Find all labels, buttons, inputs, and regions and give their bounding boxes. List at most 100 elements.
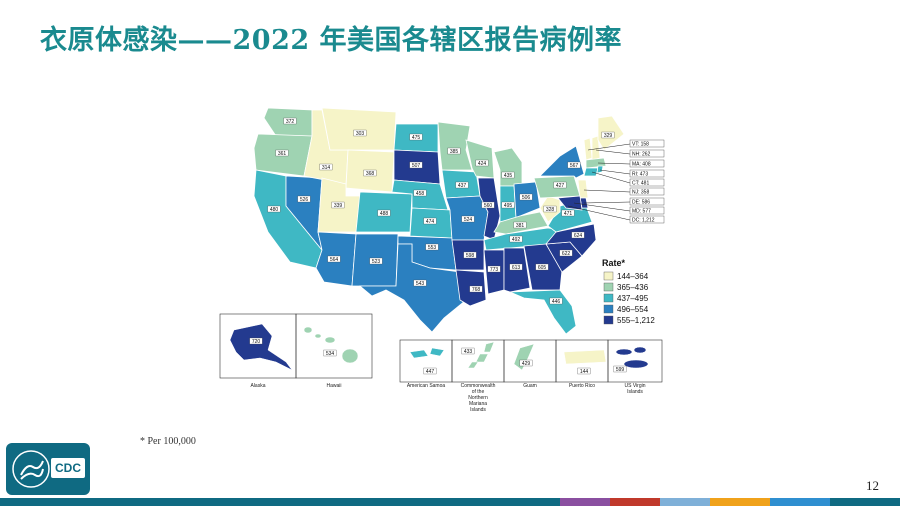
- callout-box-nh: [629, 149, 665, 158]
- state-value-ky: 381: [516, 223, 525, 229]
- inset-value-box-hawaii: [323, 349, 337, 357]
- state-label-box-il: [481, 201, 495, 209]
- state-mn: [437, 121, 473, 171]
- legend-label: 555–1,212: [617, 316, 655, 325]
- state-value-al: 613: [512, 265, 521, 271]
- footer-color-bar: [0, 498, 900, 506]
- hhs-seal-icon: [12, 450, 50, 488]
- inset-hawaii-box: [295, 313, 373, 379]
- state-md: [557, 195, 583, 211]
- state-label-box-ks: [423, 217, 437, 225]
- state-value-ut: 339: [334, 203, 343, 209]
- state-value-or: 361: [278, 151, 287, 157]
- state-label-box-mi: [501, 171, 515, 179]
- state-value-nm: 523: [372, 259, 381, 265]
- state-value-tn: 492: [512, 237, 521, 243]
- callout-line-de: [583, 201, 631, 204]
- state-nj: [577, 179, 589, 199]
- state-value-nc: 624: [574, 233, 583, 239]
- state-value-ny: 567: [570, 163, 579, 169]
- callout-vt: VT: 158: [632, 142, 649, 148]
- callout-nj: NJ: 358: [632, 190, 649, 196]
- state-value-oh: 506: [522, 195, 531, 201]
- state-value-ks: 474: [426, 219, 435, 225]
- state-label-box-az: [327, 255, 341, 263]
- callout-line-md: [573, 202, 631, 212]
- puerto-rico-shape: [563, 349, 607, 365]
- inset-value-box-puerto-rico: [577, 367, 591, 375]
- inset-american-samoa-box: [399, 339, 453, 383]
- legend-swatch: [603, 304, 614, 314]
- state-value-mi: 435: [504, 173, 513, 179]
- callout-line-dc: [567, 205, 631, 221]
- state-wi: [465, 139, 495, 179]
- callout-box-dc: [629, 215, 665, 224]
- callout-line-ma: [597, 162, 631, 165]
- inset-value-alaska: 720: [252, 339, 261, 345]
- state-value-ga: 605: [538, 265, 547, 271]
- inset-value-american-samoa: 447: [426, 369, 435, 375]
- state-label-box-ut: [331, 201, 345, 209]
- state-label-box-nc: [571, 231, 585, 239]
- state-value-mo: 524: [464, 217, 473, 223]
- state-label-box-fl: [549, 297, 563, 305]
- state-label-box-nm: [369, 257, 383, 265]
- inset-name-american-samoa: American Samoa: [407, 383, 446, 389]
- state-label-box-la: [469, 285, 483, 293]
- state-label-box-tn: [509, 235, 523, 243]
- callout-line-nj: [583, 189, 631, 193]
- state-value-pa: 427: [556, 183, 565, 189]
- callout-ri: RI: 473: [632, 172, 648, 178]
- state-label-box-ne: [413, 189, 427, 197]
- cdc-wordmark: CDC: [51, 458, 85, 478]
- usvi-shape: [615, 346, 649, 369]
- state-ma: [585, 157, 607, 169]
- state-value-sd: 507: [412, 163, 421, 169]
- legend-label: 496–554: [617, 305, 649, 314]
- cdc-logo: CDC: [6, 443, 90, 495]
- state-value-id: 314: [322, 165, 331, 171]
- callout-box-vt: [629, 139, 665, 148]
- callout-line-vt: [587, 143, 631, 151]
- legend-swatch: [603, 315, 614, 325]
- inset-name-hawaii: Hawaii: [326, 383, 341, 389]
- state-label-box-wa: [283, 117, 297, 125]
- inset-value-puerto-rico: 144: [580, 369, 589, 375]
- state-label-box-pa: [553, 181, 567, 189]
- state-label-box-or: [275, 149, 289, 157]
- legend-label: 437–495: [617, 294, 649, 303]
- page-title: 衣原体感染——2022 年美国各辖区报告病例率: [40, 25, 623, 56]
- state-label-box-ar: [463, 251, 477, 259]
- state-label-box-wv: [543, 205, 557, 213]
- state-value-mt: 303: [356, 131, 365, 137]
- alaska-shape: [229, 323, 293, 371]
- state-label-box-wi: [475, 159, 489, 167]
- state-ny: [539, 145, 585, 179]
- state-value-wi: 424: [478, 161, 487, 167]
- inset-value-box-us-virgin-islands: [613, 365, 627, 373]
- state-label-box-oh: [519, 193, 533, 201]
- legend-title: Rate*: [602, 258, 626, 268]
- state-label-box-ky: [513, 221, 527, 229]
- state-label-box-mo: [461, 215, 475, 223]
- legend-swatch: [603, 293, 614, 303]
- cnmi-shape: [467, 341, 495, 369]
- state-label-box-ny: [567, 161, 581, 169]
- state-value-la: 768: [472, 287, 481, 293]
- callout-ma: MA: 408: [632, 162, 651, 168]
- state-label-box-id: [319, 163, 333, 171]
- callout-box-de: [629, 197, 665, 206]
- state-fl: [509, 289, 577, 335]
- inset-value-box-american-samoa: [423, 367, 437, 375]
- state-label-box-mn: [447, 147, 461, 155]
- legend-label: 365–436: [617, 283, 649, 292]
- legend-swatch: [603, 282, 614, 292]
- state-label-box-ia: [455, 181, 469, 189]
- state-label-box-ga: [535, 263, 549, 271]
- inset-usvi-box: [607, 339, 663, 383]
- inset-value-box-alaska: [249, 337, 263, 345]
- state-ri: [596, 165, 604, 174]
- legend-label: 144–364: [617, 272, 649, 281]
- state-value-sc: 622: [562, 251, 571, 257]
- state-mt: [321, 107, 397, 151]
